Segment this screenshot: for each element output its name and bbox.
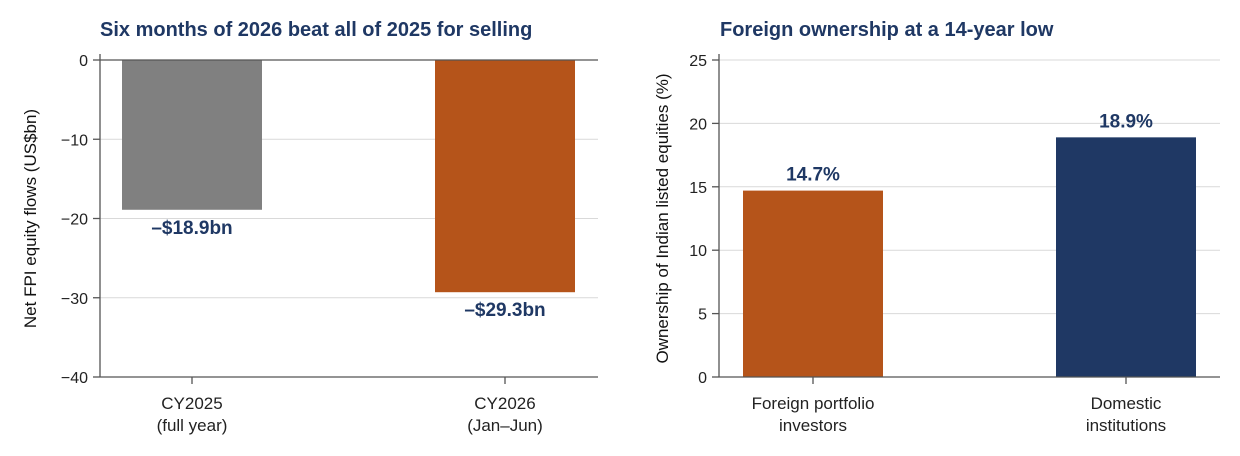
right-category-label-2: Domestic	[1091, 394, 1162, 413]
left-bar-1	[122, 60, 262, 210]
right-data-label-2: 18.9%	[1099, 111, 1153, 132]
right-y-tick-label: 15	[689, 180, 707, 197]
right-category-label-1: investors	[779, 416, 847, 435]
right-chart-title: Foreign ownership at a 14-year low	[720, 19, 1054, 41]
right-bar-1	[743, 190, 883, 377]
left-data-label-1: –$18.9bn	[151, 218, 232, 239]
right-y-axis-title: Ownership of Indian listed equities (%)	[653, 73, 672, 363]
left-data-label-2: –$29.3bn	[464, 300, 545, 321]
left-y-tick-label: −40	[61, 370, 88, 387]
left-y-tick-label: −30	[61, 291, 88, 308]
right-data-label-1: 14.7%	[786, 165, 840, 186]
right-y-tick-label: 0	[698, 370, 707, 387]
left-chart-title: Six months of 2026 beat all of 2025 for …	[100, 19, 532, 41]
right-y-tick-label: 20	[689, 116, 707, 133]
left-category-label-1: (full year)	[157, 416, 228, 435]
right-y-tick-label: 10	[689, 243, 707, 260]
left-y-axis-title: Net FPI equity flows (US$bn)	[21, 109, 40, 328]
left-category-label-2: CY2026	[474, 394, 535, 413]
right-y-tick-label: 25	[689, 53, 707, 70]
left-y-tick-label: −10	[61, 132, 88, 149]
left-chart: Six months of 2026 beat all of 2025 for …	[21, 19, 598, 435]
left-category-label-1: CY2025	[161, 394, 222, 413]
right-category-label-2: institutions	[1086, 416, 1166, 435]
left-y-tick-label: −20	[61, 212, 88, 229]
right-chart: Foreign ownership at a 14-year low 14.7%…	[653, 19, 1220, 435]
left-category-label-2: (Jan–Jun)	[467, 416, 543, 435]
left-bar-2	[435, 60, 575, 293]
right-y-tick-label: 5	[698, 307, 707, 324]
right-category-label-1: Foreign portfolio	[752, 394, 875, 413]
right-bar-2	[1056, 137, 1196, 377]
left-y-tick-label: 0	[79, 53, 88, 70]
